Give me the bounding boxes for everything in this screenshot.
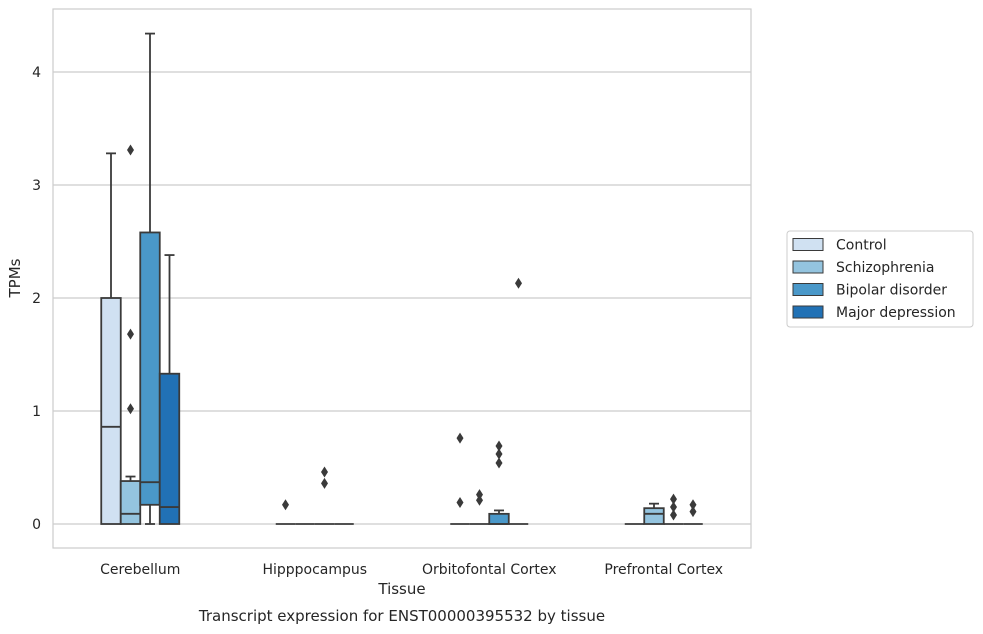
outlier-point <box>689 499 697 511</box>
x-tick-label: Prefrontal Cortex <box>604 562 723 578</box>
legend-swatch <box>792 260 824 274</box>
box-body <box>119 480 142 525</box>
legend-swatch <box>792 305 824 319</box>
outlier-point <box>456 497 464 509</box>
outlier-point <box>321 477 328 489</box>
x-tick-label: Orbitofontal Cortex <box>422 562 557 578</box>
y-tick-label: 0 <box>32 517 41 533</box>
legend: Control Schizophrenia Bipolar disorder Majo… <box>786 230 974 328</box>
legend-label: Major depression <box>836 305 956 321</box>
outlier-point <box>495 440 503 452</box>
y-axis-label: TPMs <box>6 258 24 298</box>
x-axis-label: Tissue <box>377 580 425 598</box>
outliers <box>127 144 697 521</box>
y-tick-label: 2 <box>32 291 41 307</box>
box-body <box>100 297 122 525</box>
plot-area-frame <box>52 8 752 549</box>
y-tick-label: 4 <box>32 65 41 81</box>
boxes <box>100 32 703 525</box>
y-tick-label: 1 <box>32 404 41 420</box>
outlier-point <box>282 499 289 511</box>
legend-label: Schizophrenia <box>836 260 934 276</box>
y-axis-ticks: 0 1 2 3 4 <box>32 65 41 533</box>
box-schizophrenia <box>119 475 142 525</box>
box-major-depression <box>158 254 181 525</box>
legend-swatch <box>792 283 824 296</box>
x-tick-label: Cerebellum <box>100 562 180 578</box>
box-schizophrenia <box>643 502 665 525</box>
outlier-point <box>670 509 677 521</box>
legend-swatch <box>792 238 824 251</box>
box-control <box>100 152 122 525</box>
y-tick-label: 3 <box>32 178 41 194</box>
box-body <box>158 372 181 525</box>
box-body <box>139 231 161 506</box>
box-bipolar-disorder <box>139 32 161 525</box>
box-body <box>488 512 510 525</box>
outlier-point <box>670 493 677 505</box>
outlier-point <box>689 506 697 518</box>
outlier-point <box>476 489 483 501</box>
x-tick-label: Hipppocampus <box>262 562 367 578</box>
legend-label: Control <box>836 238 887 254</box>
outlier-point <box>670 501 677 513</box>
legend-label: Bipolar disorder <box>836 283 947 299</box>
outlier-point <box>495 448 503 460</box>
x-axis-ticks: Cerebellum Hipppocampus Orbitofontal Corte… <box>100 562 723 578</box>
outlier-point <box>127 144 134 156</box>
outlier-point <box>476 494 483 506</box>
chart-caption: Transcript expression for ENST0000039553… <box>198 607 605 625</box>
outlier-point <box>127 403 134 415</box>
outlier-point <box>515 277 522 289</box>
box-bipolar-disorder <box>488 509 510 525</box>
box-body <box>643 507 665 525</box>
outlier-point <box>456 432 464 444</box>
outlier-point <box>495 457 503 469</box>
legend-frame <box>786 230 974 328</box>
outlier-point <box>321 466 328 478</box>
outlier-point <box>127 328 134 340</box>
